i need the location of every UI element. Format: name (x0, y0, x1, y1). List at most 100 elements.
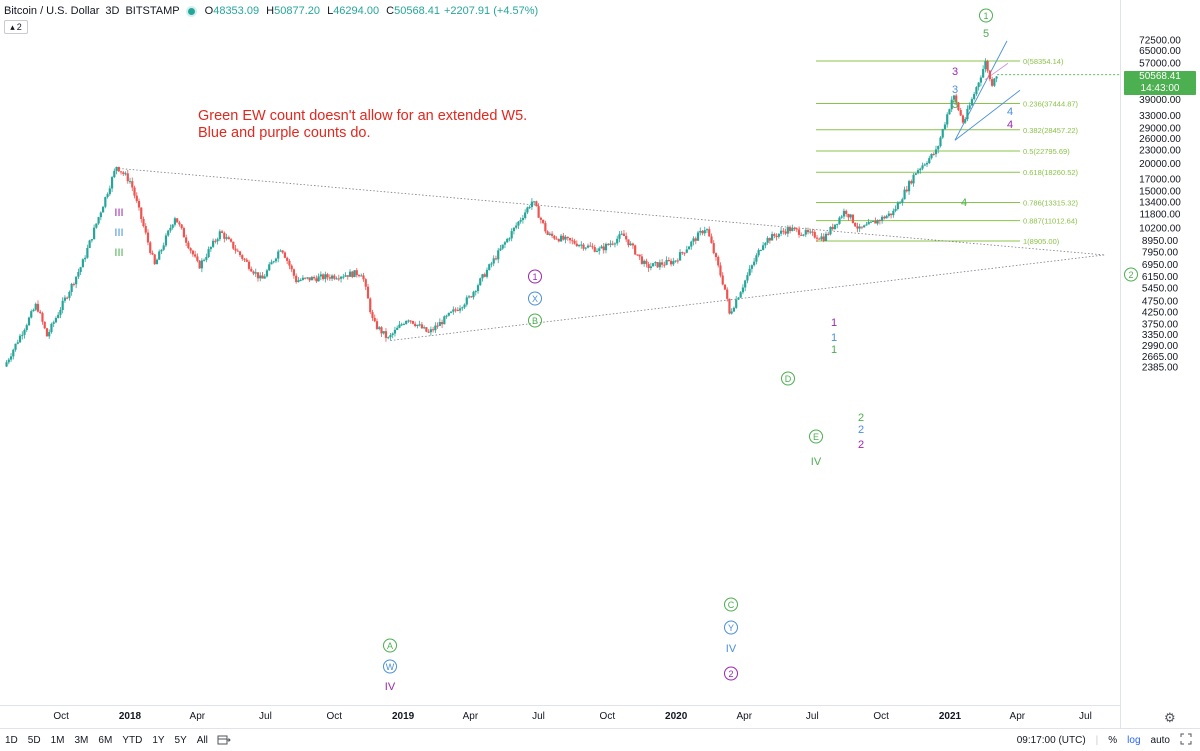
utc-time[interactable]: 09:17:00 (UTC) (1016, 734, 1086, 746)
wave-label-blue[interactable]: III (114, 227, 123, 239)
wave-label-green[interactable]: IV (811, 456, 822, 468)
range-all[interactable]: All (196, 734, 208, 746)
candle-body (63, 297, 67, 301)
wave-label-purple[interactable]: 4 (1007, 119, 1013, 131)
candle-body (90, 239, 93, 241)
percent-toggle[interactable]: % (1108, 734, 1118, 746)
candle-body (16, 342, 19, 344)
candle-body (699, 230, 702, 233)
candle-body (517, 221, 520, 226)
range-5y[interactable]: 5Y (174, 734, 187, 746)
wave-label-blue[interactable]: 3 (952, 84, 958, 96)
price-tick-label: 17000.00 (1139, 175, 1181, 186)
time-tick-label: Oct (53, 711, 69, 722)
candle-body (950, 99, 953, 110)
candle-body (283, 252, 287, 258)
lower-triangle-trendline[interactable] (390, 254, 1105, 341)
wave-label-blue[interactable]: X (532, 294, 538, 304)
channel-lower-line[interactable] (954, 89, 1021, 141)
candle-body (292, 269, 296, 276)
upper-triangle-trendline[interactable] (118, 168, 1105, 256)
wave-label-blue[interactable]: 1 (831, 332, 837, 344)
candle-body (539, 217, 542, 220)
candle-body (176, 218, 179, 223)
candle-body (39, 311, 42, 314)
range-3m[interactable]: 3M (74, 734, 89, 746)
candle-body (369, 298, 372, 313)
wave-label-blue[interactable]: Y (728, 623, 734, 633)
chart-annotation: Green EW count doesn't allow for an exte… (198, 108, 527, 142)
candle-body (708, 229, 711, 237)
log-scale-toggle[interactable]: log (1127, 734, 1141, 746)
wave-label-blue[interactable]: IV (726, 643, 737, 655)
wave-label-green[interactable]: 5 (983, 28, 989, 40)
wave-label-blue[interactable]: 2 (858, 424, 864, 436)
wave-label-purple[interactable]: III (114, 207, 123, 219)
candle-body (339, 276, 343, 279)
candle-body (566, 236, 569, 238)
channel-upper-line[interactable] (954, 40, 1008, 141)
range-ytd[interactable]: YTD (122, 734, 143, 746)
price-chart[interactable]: 0(58354.14) 0.236(37444.87) 0.382(28457.22… (0, 0, 1200, 728)
candle-body (809, 231, 812, 233)
wave-label-green[interactable]: E (813, 432, 819, 442)
settings-gear-icon[interactable]: ⚙ (1164, 710, 1176, 725)
wave-label-green[interactable]: 3 (952, 99, 958, 111)
wave-label-purple[interactable]: IV (385, 681, 396, 693)
range-1y[interactable]: 1Y (152, 734, 165, 746)
candle-body (66, 297, 69, 299)
candle-body (277, 251, 280, 259)
candle-body (178, 222, 181, 225)
wave-label-purple[interactable]: 2 (728, 669, 733, 679)
price-tick-label: 3350.00 (1142, 330, 1179, 341)
time-tick-label: Jul (532, 711, 545, 722)
candle-body (241, 255, 244, 259)
wave-label-green[interactable]: C (728, 600, 735, 610)
candle-body (117, 166, 120, 172)
wave-label-green[interactable]: 4 (961, 197, 967, 209)
wave-label-green[interactable]: 1 (831, 344, 837, 356)
wave-label-green[interactable]: 1 (983, 11, 988, 21)
wave-label-green[interactable]: 2 (858, 412, 864, 424)
candle-body (443, 316, 446, 325)
candle-body (607, 243, 610, 245)
range-5d[interactable]: 5D (27, 734, 41, 746)
wave-label-purple[interactable]: 1 (831, 317, 837, 329)
candle-body (200, 260, 203, 269)
candle-body (189, 248, 192, 251)
candle-body (135, 195, 138, 202)
wave-label-purple[interactable]: 2 (858, 439, 864, 451)
range-6m[interactable]: 6M (98, 734, 113, 746)
range-1d[interactable]: 1D (5, 734, 18, 746)
auto-scale-toggle[interactable]: auto (1150, 734, 1170, 746)
candle-body (252, 271, 255, 274)
candle-body (274, 258, 278, 262)
wave-label-green[interactable]: A (387, 641, 393, 651)
candle-body (407, 320, 410, 322)
candle-body (131, 181, 134, 188)
calendar-icon[interactable] (217, 734, 231, 746)
wave-label-green[interactable]: 2 (1128, 270, 1133, 280)
wave-label-blue[interactable]: W (386, 662, 395, 672)
candle-body (236, 250, 239, 252)
candle-body (104, 197, 107, 207)
fullscreen-icon[interactable] (1180, 733, 1192, 748)
price-tick-label: 57000.00 (1139, 59, 1181, 70)
wave-label-purple[interactable]: 1 (532, 272, 537, 282)
candle-body (243, 258, 246, 260)
wave-label-purple[interactable]: 3 (952, 66, 958, 78)
candle-body (519, 220, 522, 222)
candle-body (959, 110, 962, 116)
candle-body (921, 165, 924, 169)
wave-label-circle (809, 429, 823, 444)
candle-body (874, 220, 877, 224)
candle-body (43, 321, 46, 329)
symbol-name[interactable]: Bitcoin / U.S. Dollar (4, 5, 100, 17)
wave-label-green[interactable]: III (114, 247, 123, 259)
wave-label-blue[interactable]: 4 (1007, 106, 1013, 118)
collapse-indicators-button[interactable]: ▴ 2 (4, 20, 28, 34)
range-1m[interactable]: 1M (50, 734, 65, 746)
wave-label-green[interactable]: D (785, 374, 792, 384)
wave-label-green[interactable]: B (532, 316, 538, 326)
candle-body (389, 335, 392, 338)
